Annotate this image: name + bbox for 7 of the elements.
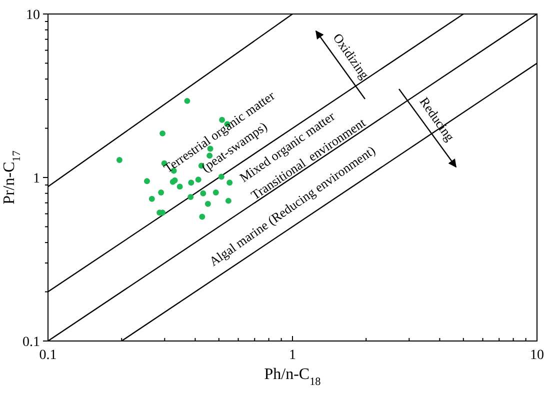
x-axis-title: Ph/n-C$_{18}$ — [264, 366, 322, 388]
y-tick-label: 10 — [26, 8, 40, 23]
x-tick-label: 1 — [289, 348, 296, 363]
y-tick-label: 0.1 — [22, 334, 40, 350]
y-tick-label: 1 — [33, 171, 40, 186]
x-tick-label: 10 — [530, 348, 544, 363]
x-tick-label: 0.1 — [39, 348, 57, 363]
